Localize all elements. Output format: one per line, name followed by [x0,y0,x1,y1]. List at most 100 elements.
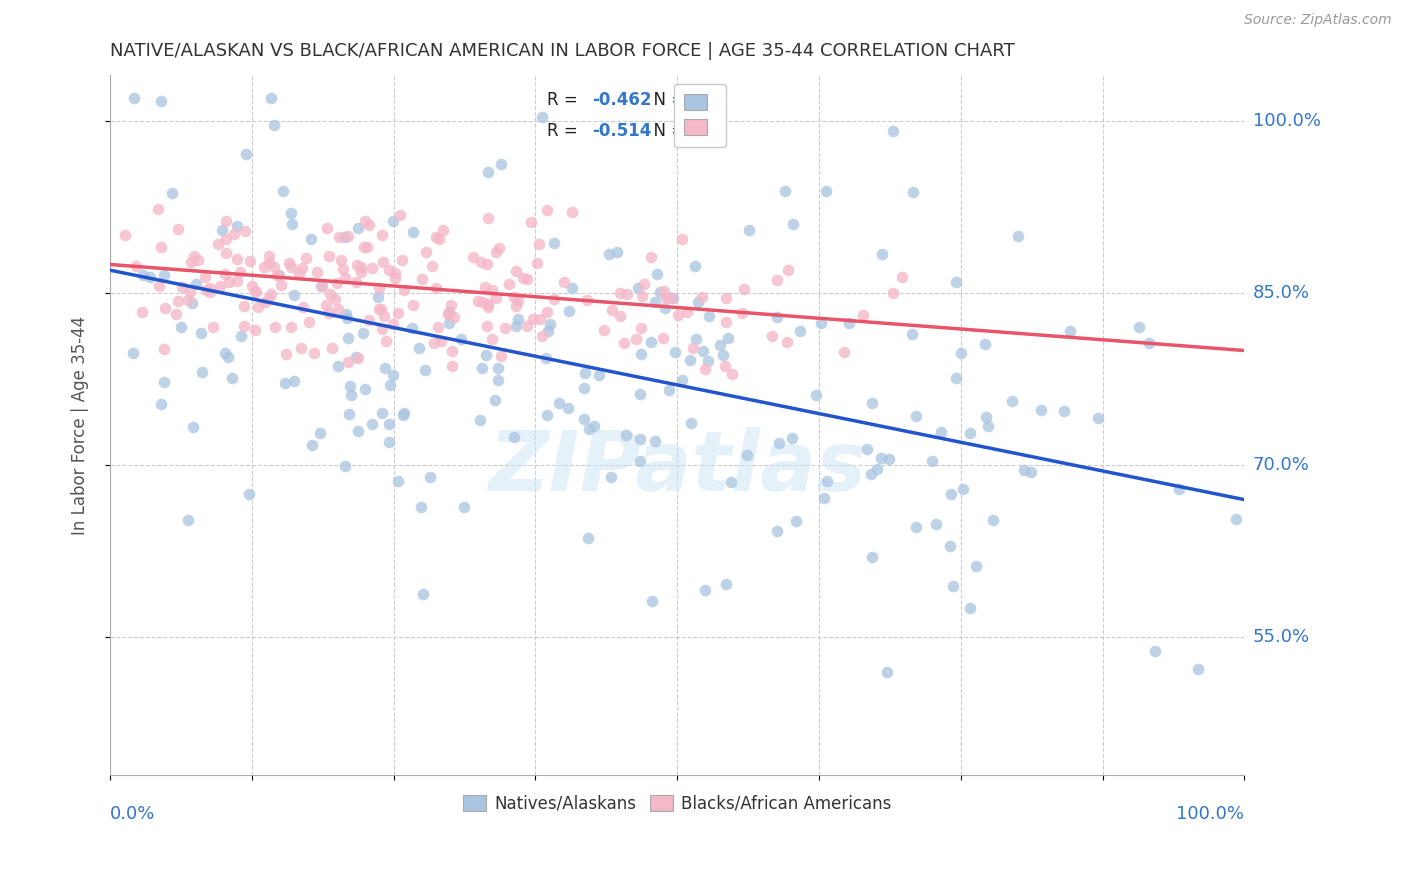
Point [346,259,368,273]
Point [766,310,789,324]
Point [439,307,461,321]
Point [325,276,347,290]
Point [925,516,948,531]
Point [408,341,430,355]
Point [574,381,596,395]
Point [357,313,380,327]
Point [153,301,176,315]
Point [165,308,187,322]
Point [232,299,254,313]
Point [668,308,690,322]
Point [402,298,425,312]
Point [352,326,374,341]
Point [675,305,697,319]
Point [537,324,560,338]
Point [714,576,737,591]
Point [477,165,499,179]
Point [557,401,579,415]
Point [260,91,283,105]
Point [176,293,198,308]
Point [266,268,288,282]
Point [648,285,671,299]
Point [253,260,276,274]
Point [498,277,520,292]
Point [900,327,922,342]
Point [371,322,394,336]
Point [1053,404,1076,418]
Point [876,665,898,680]
Point [427,232,450,246]
Point [239,253,262,268]
Point [328,359,350,373]
Point [273,376,295,390]
Point [257,292,280,306]
Point [437,316,460,330]
Point [337,331,360,345]
Point [717,331,740,345]
Point [384,271,406,285]
Point [441,359,464,374]
Point [485,245,508,260]
Point [409,500,432,514]
Point [281,217,304,231]
Point [382,317,405,331]
Point [280,260,302,274]
Point [860,550,883,565]
Text: 55.0%: 55.0% [1253,628,1310,647]
Point [1001,394,1024,409]
Point [477,297,499,311]
Point [337,407,360,421]
Text: NATIVE/ALASKAN VS BLACK/AFRICAN AMERICAN IN LABOR FORCE | AGE 35-44 CORRELATION : NATIVE/ALASKAN VS BLACK/AFRICAN AMERICAN… [110,42,1015,60]
Point [166,293,188,308]
Point [336,355,359,369]
Point [179,285,201,299]
Point [392,283,415,297]
Point [614,428,637,442]
Point [378,417,401,432]
Point [553,275,575,289]
Point [360,417,382,431]
Point [229,328,252,343]
Point [813,491,835,505]
Point [226,252,249,267]
Point [505,318,527,333]
Point [194,269,217,284]
Point [938,540,960,554]
Point [869,451,891,466]
Point [489,156,512,170]
Point [1187,663,1209,677]
Point [167,221,190,235]
Point [484,393,506,408]
Point [218,275,240,289]
Point [536,203,558,218]
Point [561,205,583,219]
Text: 100.0%: 100.0% [1177,805,1244,823]
Point [221,371,243,385]
Point [287,266,309,280]
Point [817,474,839,488]
Point [378,434,401,449]
Point [347,351,370,365]
Point [337,229,360,244]
Point [494,320,516,334]
Point [832,345,855,359]
Point [470,255,492,269]
Point [503,290,526,304]
Point [679,353,702,368]
Point [904,409,927,423]
Point [529,312,551,326]
Point [420,259,443,273]
Point [381,214,404,228]
Point [526,256,548,270]
Point [370,301,392,316]
Point [516,272,538,286]
Point [278,256,301,270]
Point [1059,324,1081,338]
Point [697,353,720,368]
Point [866,461,889,475]
Point [484,291,506,305]
Point [931,425,953,439]
Point [335,307,357,321]
Point [222,227,245,241]
Text: R =: R = [547,91,582,109]
